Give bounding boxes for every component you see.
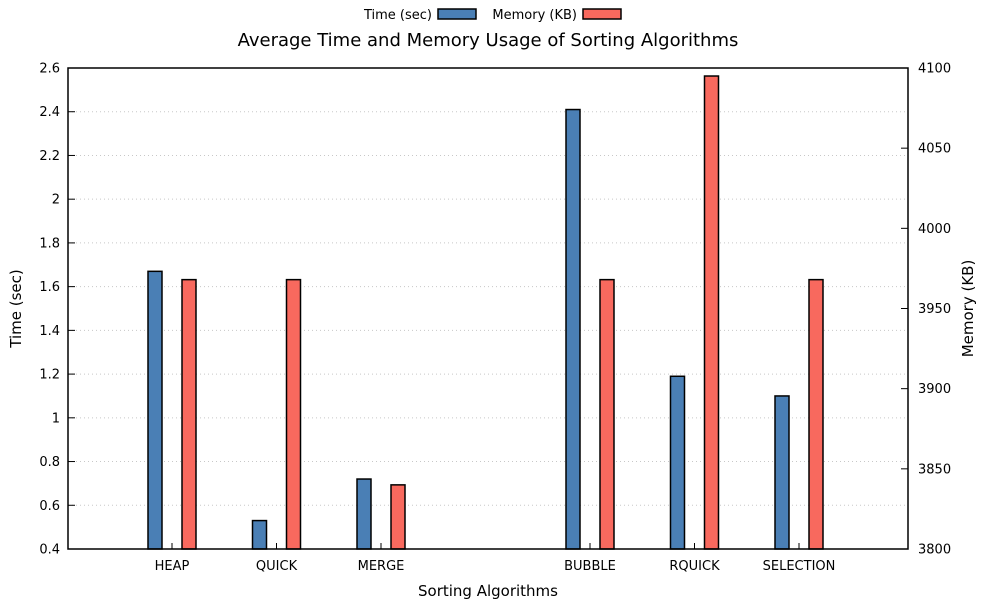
bar-memory [390,484,406,550]
legend-swatch-memory [582,8,622,20]
x-tick-label: RQUICK [669,559,720,574]
y-tick-label: 2.4 [39,105,60,120]
y-tick-label: 1 [52,411,60,426]
bar-time [251,519,268,550]
y2-tick-label: 4000 [918,222,951,237]
x-tick-label: QUICK [256,559,298,574]
x-tick-label: SELECTION [763,559,836,574]
y-axis-title: Time (sec) [7,269,25,348]
y-tick-label: 0.4 [39,543,60,558]
x-axis-title: Sorting Algorithms [418,582,558,600]
bar-time [774,395,790,550]
y-tick-label: 1.2 [39,368,60,383]
bar-time [356,478,372,550]
y2-axis-title: Memory (KB) [959,260,977,358]
legend-label-time: Time (sec) [363,8,432,23]
bar-time [147,270,163,550]
y-tick-label: 1.6 [39,280,60,295]
x-tick-label: BUBBLE [564,559,616,574]
bars [147,75,824,550]
bar-memory [808,278,824,550]
bar-memory [599,278,615,550]
x-tick-label: HEAP [155,559,190,574]
bar-time [669,375,686,550]
bar-time [565,108,581,550]
y2-tick-label: 4100 [918,62,951,77]
y2-tick-label: 4050 [918,142,951,157]
bar-memory [703,75,720,550]
y2-tick-label: 3800 [918,543,951,558]
y2-tick-label: 3900 [918,382,951,397]
bar-memory [285,278,302,550]
y-tick-label: 2.2 [39,149,60,164]
chart-title: Average Time and Memory Usage of Sorting… [238,30,739,51]
ticks: 0.4 0.6 0.8 1 1.2 1.4 1.6 1.8 2 2.2 2.4 2.6 3800 3850… [39,62,951,575]
y-tick-label: 0.6 [39,499,60,514]
x-tick-label: MERGE [358,559,405,574]
y-tick-label: 1.8 [39,236,60,251]
grid [68,111,908,506]
bar-memory [181,278,197,550]
y-tick-label: 1.4 [39,324,60,339]
legend: Time (sec) Memory (KB) [363,8,622,23]
y-tick-label: 2 [52,193,60,208]
y2-tick-label: 3950 [918,302,951,317]
legend-swatch-time [437,8,477,20]
y-tick-label: 0.8 [39,455,60,470]
legend-label-memory: Memory (KB) [492,8,577,23]
y2-tick-label: 3850 [918,462,951,477]
y-tick-label: 2.6 [39,62,60,77]
